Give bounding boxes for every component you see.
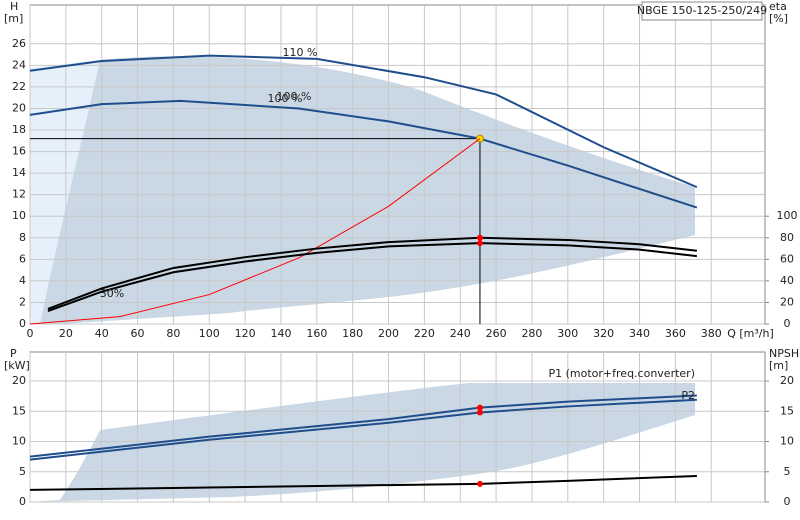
- x-tick-label: 160: [306, 327, 327, 340]
- x-tick-label: 260: [486, 327, 507, 340]
- series-label: 110 %: [283, 46, 318, 59]
- x-tick-label: 20: [59, 327, 73, 340]
- y-tick-label: 14: [12, 166, 26, 179]
- operating-point: [476, 409, 483, 416]
- x-tick-label: 280: [521, 327, 542, 340]
- annotation: 100 %: [277, 90, 312, 103]
- annotation: 30%: [100, 287, 124, 300]
- y-axis-label: P: [10, 347, 17, 360]
- y-tick-label: 6: [19, 252, 26, 265]
- y-tick-label: 12: [12, 188, 26, 201]
- series-line: [29, 474, 697, 491]
- x-tick-label: 180: [342, 327, 363, 340]
- y-tick-label: 10: [12, 435, 26, 448]
- series-label: P2: [681, 389, 695, 402]
- x-tick-label: 140: [270, 327, 291, 340]
- y2-tick-label: 20: [780, 295, 794, 308]
- y2-tick-label: 20: [780, 374, 794, 387]
- y2-tick-label: 0: [784, 317, 791, 330]
- operating-point: [476, 234, 483, 241]
- y-tick-label: 15: [12, 404, 26, 417]
- x-tick-label: 120: [235, 327, 256, 340]
- y2-tick-label: 10: [780, 435, 794, 448]
- y-tick-label: 26: [12, 37, 26, 50]
- series-line: [29, 99, 698, 209]
- y2-axis-label: eta: [769, 0, 787, 13]
- y2-tick-label: 5: [784, 465, 791, 478]
- y-axis-label: H: [10, 0, 18, 13]
- x-tick-label: 300: [557, 327, 578, 340]
- series-line: [29, 394, 697, 458]
- y2-tick-label: 40: [780, 274, 794, 287]
- series-line: [47, 236, 697, 310]
- y-tick-label: 8: [19, 231, 26, 244]
- y-tick-label: 16: [12, 145, 26, 158]
- x-tick-label: 80: [166, 327, 180, 340]
- y2-tick-label: 15: [780, 404, 794, 417]
- x-tick-label: 0: [27, 327, 34, 340]
- x-tick-label: 340: [629, 327, 650, 340]
- series-line: [47, 242, 697, 313]
- x-tick-label: 240: [450, 327, 471, 340]
- y-tick-label: 18: [12, 123, 26, 136]
- y2-axis-unit: [%]: [769, 12, 788, 25]
- x-tick-label: 60: [131, 327, 145, 340]
- y2-tick-label: 0: [784, 495, 791, 508]
- y-tick-label: 20: [12, 101, 26, 114]
- y-tick-label: 0: [19, 317, 26, 330]
- y-tick-label: 0: [19, 495, 26, 508]
- y2-tick-label: 80: [780, 231, 794, 244]
- series-line: [29, 138, 481, 325]
- x-tick-label: 40: [95, 327, 109, 340]
- x-tick-label: 100: [199, 327, 220, 340]
- series-line: [29, 54, 698, 189]
- operating-area: [40, 56, 695, 324]
- y-tick-label: 24: [12, 58, 26, 71]
- y-tick-label: 20: [12, 374, 26, 387]
- x-tick-label: 200: [378, 327, 399, 340]
- y-tick-label: 2: [19, 295, 26, 308]
- x-axis-label: Q [m³/h]: [727, 327, 774, 340]
- model-label: NBGE 150-125-250/249: [637, 4, 767, 17]
- series-line: [29, 398, 697, 461]
- y-axis-unit: [kW]: [4, 359, 30, 372]
- x-tick-label: 320: [593, 327, 614, 340]
- area-light: [30, 60, 100, 324]
- y-tick-label: 4: [19, 274, 26, 287]
- model-box: [641, 1, 763, 21]
- y-axis-unit: [m]: [4, 12, 23, 25]
- y-tick-label: 5: [19, 465, 26, 478]
- y-tick-label: 22: [12, 80, 26, 93]
- x-tick-label: 220: [414, 327, 435, 340]
- x-tick-label: 380: [701, 327, 722, 340]
- operating-point: [476, 404, 483, 411]
- y2-tick-label: 60: [780, 252, 794, 265]
- operating-point: [476, 480, 483, 487]
- y-tick-label: 10: [12, 209, 26, 222]
- y2-tick-label: 100: [777, 209, 798, 222]
- x-tick-label: 360: [665, 327, 686, 340]
- series-label: P1 (motor+freq.converter): [549, 367, 696, 380]
- y2-axis-label: NPSH: [769, 347, 799, 360]
- series-label: 100 %: [268, 92, 303, 105]
- operating-point: [476, 240, 483, 247]
- y2-axis-unit: [m]: [769, 359, 788, 372]
